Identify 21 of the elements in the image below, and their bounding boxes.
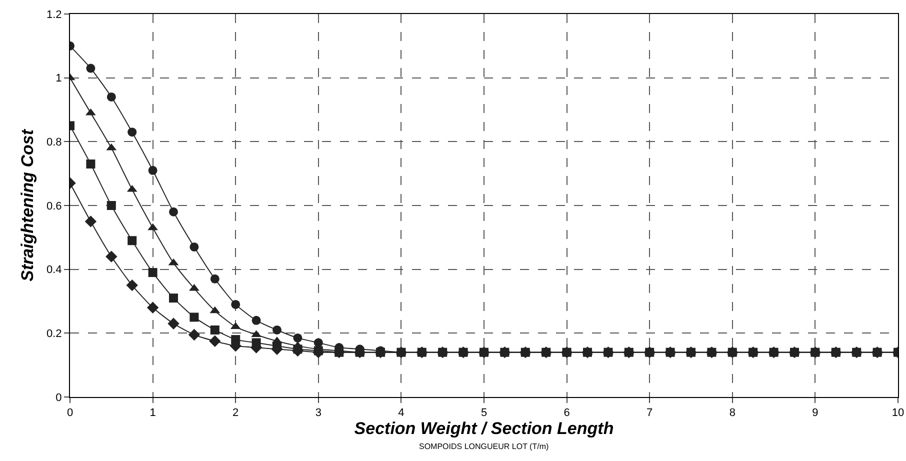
x-tick-label: 10 bbox=[892, 407, 904, 420]
x-tick-label: 3 bbox=[315, 407, 322, 420]
y-tick-label: 1 bbox=[56, 72, 62, 85]
x-tick-label: 4 bbox=[398, 407, 404, 420]
x-axis-title: Section Weight / Section Length bbox=[354, 419, 614, 438]
x-tick-label: 8 bbox=[729, 407, 736, 420]
x-tick-label: 6 bbox=[564, 407, 570, 420]
x-tick-label: 2 bbox=[232, 407, 239, 420]
x-tick-label: 9 bbox=[812, 407, 818, 420]
y-tick-label: 1.2 bbox=[46, 8, 62, 21]
x-tick-label: 1 bbox=[150, 407, 156, 420]
text: SOMPOIDS LONGUEUR LOT (T/m) bbox=[419, 442, 549, 451]
x-tick-label: 5 bbox=[480, 407, 488, 420]
y-tick-label: 0.4 bbox=[46, 264, 62, 276]
y-tick-label: 0.6 bbox=[46, 200, 62, 212]
y-axis-title: Straightening Cost bbox=[18, 128, 38, 282]
y-tick-label: 0.2 bbox=[46, 328, 62, 340]
y-tick-label: 0 bbox=[56, 392, 62, 404]
y-tick-label: 0.8 bbox=[46, 136, 62, 149]
x-tick-label: 7 bbox=[646, 407, 653, 420]
x-tick-label: 0 bbox=[66, 407, 74, 420]
